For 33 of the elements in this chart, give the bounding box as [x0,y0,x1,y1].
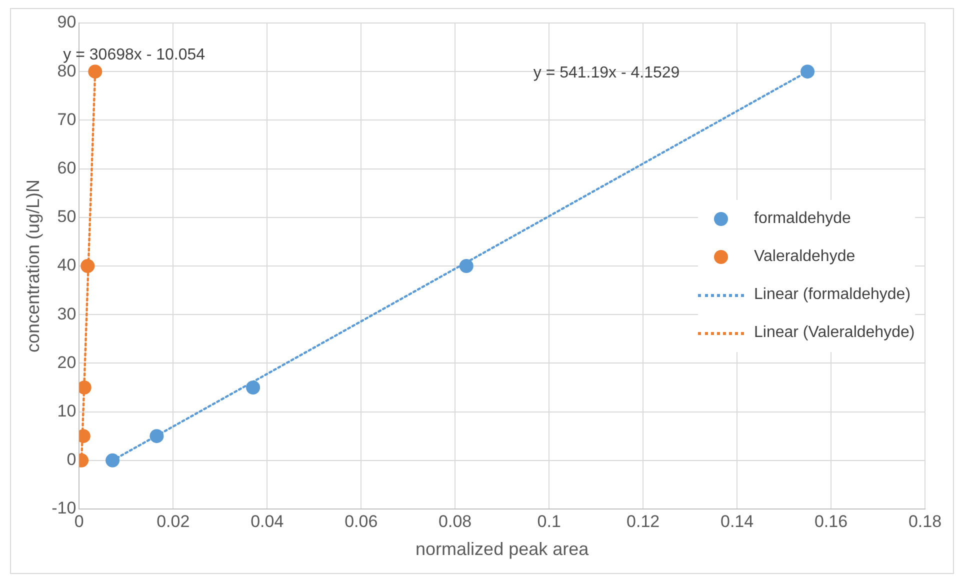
point [106,453,120,468]
y-tick-label: 50 [57,207,76,226]
legend-label: Valeraldehyde [754,248,856,266]
y-tick-label: 30 [57,304,76,324]
legend-label: Linear (formaldehyde) [754,286,911,304]
point [150,429,164,444]
y-tick-label: 20 [57,352,76,372]
x-tick-label: 0.06 [344,512,378,531]
x-tick-label: 0.1 [537,512,561,531]
point [79,380,92,394]
point [800,64,815,79]
x-tick-label: 0.16 [814,512,848,531]
x-tick-label: 0.02 [156,512,190,531]
point [246,380,260,394]
annotation: y = 30698x - 10.054 [63,46,206,64]
y-tick-label: 40 [57,256,76,275]
y-tick-label: 60 [57,158,76,178]
annotation: y = 541.19x - 4.1529 [533,64,680,82]
point [459,259,474,273]
y-tick-label: -10 [52,498,76,518]
x-tick-label: 0.12 [626,512,660,531]
legend-label: Linear (Valeraldehyde) [754,324,915,342]
x-tick-label: 0.08 [438,512,472,531]
x-tick-label: 0.14 [720,512,754,531]
y-tick-label: 70 [57,110,76,129]
legend-label: formaldehyde [754,210,851,228]
y-tick-label: 0 [66,450,76,470]
y-axis-title: concentration (ug/L)N [22,179,43,353]
y-tick-label: 90 [57,12,76,32]
x-axis-title: normalized peak area [416,539,590,560]
y-tick-label: 10 [57,401,76,420]
x-tick-label: 0.04 [250,512,284,531]
x-tick-label: 0.18 [908,512,942,531]
